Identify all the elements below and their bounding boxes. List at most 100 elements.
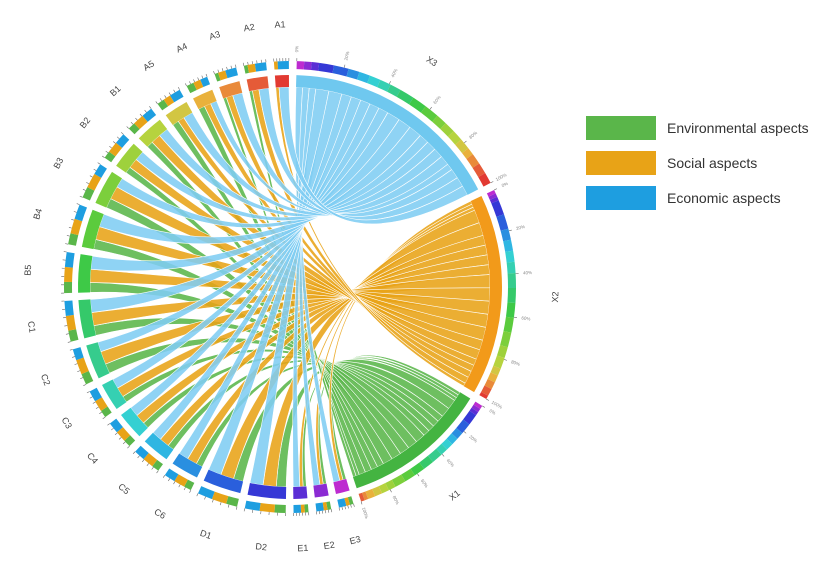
track-part-A5-0 <box>157 99 169 111</box>
tick-C3-4 <box>89 396 93 399</box>
tick-B1-2 <box>135 117 138 121</box>
track-part-D1-2 <box>198 486 215 500</box>
percent-label-X2-2: 40% <box>523 270 532 276</box>
segment-arc-B1 <box>138 119 168 147</box>
segment-label-A3: A3 <box>208 29 221 42</box>
track-part-X2-3 <box>491 200 504 217</box>
track-part-B2-2 <box>115 134 130 148</box>
ribbon-B1-X3 <box>159 128 442 218</box>
track-part-X2-5 <box>500 228 511 242</box>
tick-C4-0 <box>127 445 130 449</box>
tick-B3-1 <box>82 188 86 191</box>
track-part-X1-17 <box>365 488 376 500</box>
track-part-C5-0 <box>152 459 163 471</box>
track-part-E1-0 <box>304 504 309 513</box>
legend-label-social: Social aspects <box>667 154 758 171</box>
ribbon-A1-X2 <box>275 86 466 387</box>
tick-A3-3 <box>226 66 228 70</box>
ribbon-E1-X3 <box>292 87 317 488</box>
ribbon-A2-X3 <box>258 87 464 221</box>
track-part-A4-2 <box>200 76 211 87</box>
tick-C5-1 <box>151 466 154 470</box>
tick-C2-4 <box>72 356 76 358</box>
segment-label-E3: E3 <box>349 534 362 546</box>
track-part-C4-0 <box>124 435 136 447</box>
segment-label-C6: C6 <box>153 507 168 521</box>
tick-B3-3 <box>89 175 93 178</box>
segment-arc-D2 <box>247 482 287 499</box>
track-part-D2-1 <box>259 503 275 513</box>
segment-arc-A3 <box>219 81 243 99</box>
tick-B4-4 <box>73 211 77 213</box>
tick-A2-0 <box>242 62 245 66</box>
track-part-X1-19 <box>358 492 365 502</box>
ribbon-C1-X3 <box>90 112 400 313</box>
legend-swatch-economic <box>586 185 656 210</box>
tick-B3-2 <box>86 182 90 185</box>
track-part-X3-6 <box>356 71 371 84</box>
track-part-X3-20 <box>478 173 491 187</box>
tick-C4-1 <box>122 441 126 445</box>
tick-X3-1 <box>343 64 346 68</box>
segment-label-C4: C4 <box>85 451 100 466</box>
track-part-X1-1 <box>471 404 481 413</box>
ribbon-B3-X3 <box>116 134 429 229</box>
legend-item-environmental: Environmental aspects <box>586 110 826 145</box>
segment-arcs <box>61 57 519 516</box>
tick-A4-3 <box>197 77 200 81</box>
tick-X1-2 <box>441 453 445 457</box>
tick-B1-0 <box>126 126 130 129</box>
segment-label-B3: B3 <box>51 156 65 170</box>
tick-A5-3 <box>168 92 171 96</box>
tick-C6-3 <box>173 481 176 485</box>
legend-swatch-environmental <box>586 115 656 140</box>
tick-E3-2 <box>347 505 349 509</box>
percent-label-X3-2: 40% <box>390 68 398 78</box>
segment-label-C1: C1 <box>26 320 38 333</box>
segment-arc-C1 <box>78 299 96 339</box>
tick-E2-1 <box>328 509 330 513</box>
ribbon-A3-X3 <box>232 92 458 218</box>
track-part-X3-10 <box>396 89 414 105</box>
tick-B2-4 <box>116 136 120 140</box>
track-part-A3-0 <box>214 72 221 82</box>
tick-B1-1 <box>130 121 134 125</box>
segment-label-A5: A5 <box>141 58 156 72</box>
segment-arc-A2 <box>246 76 269 92</box>
tick-X3-2 <box>389 81 391 85</box>
track-part-B5-0 <box>63 281 73 294</box>
track-part-B1-2 <box>142 108 157 122</box>
ribbon-B5-X3 <box>90 119 411 272</box>
tick-E3-4 <box>341 506 343 510</box>
tick-A5-5 <box>177 87 180 90</box>
track-part-X1-13 <box>391 474 406 487</box>
percent-label-X3-4: 80% <box>468 130 478 140</box>
track-part-X2-11 <box>505 302 516 318</box>
track-part-X1-8 <box>436 443 448 455</box>
ribbon-B4-X3 <box>98 126 421 245</box>
track-part-A1-1 <box>273 61 279 70</box>
tick-B1-4 <box>144 109 147 113</box>
segment-arc-E3 <box>333 478 350 494</box>
percent-label-X3-0: 0% <box>294 46 299 53</box>
track-part-A4-0 <box>186 82 197 94</box>
tick-X1-3 <box>417 473 420 477</box>
tick-C6-1 <box>183 487 186 491</box>
track-part-B3-0 <box>82 187 95 201</box>
track-part-X2-13 <box>500 331 512 348</box>
track-part-X1-15 <box>378 483 389 494</box>
track-part-A2-1 <box>247 63 257 73</box>
segment-arc-B4 <box>81 209 104 250</box>
track-part-X1-5 <box>451 427 463 439</box>
segment-label-A2: A2 <box>243 22 255 34</box>
track-part-X1-10 <box>419 455 433 469</box>
tick-B4-1 <box>66 235 70 237</box>
segment-arc-X1 <box>352 392 471 489</box>
track-part-X3-1 <box>303 61 312 71</box>
track-part-C4-2 <box>109 418 123 433</box>
tick-X3-4 <box>463 140 467 144</box>
track-part-C3-1 <box>95 397 108 411</box>
track-part-X3-8 <box>377 79 391 92</box>
tick-A4-0 <box>184 83 187 87</box>
tick-D1-1 <box>227 504 230 508</box>
